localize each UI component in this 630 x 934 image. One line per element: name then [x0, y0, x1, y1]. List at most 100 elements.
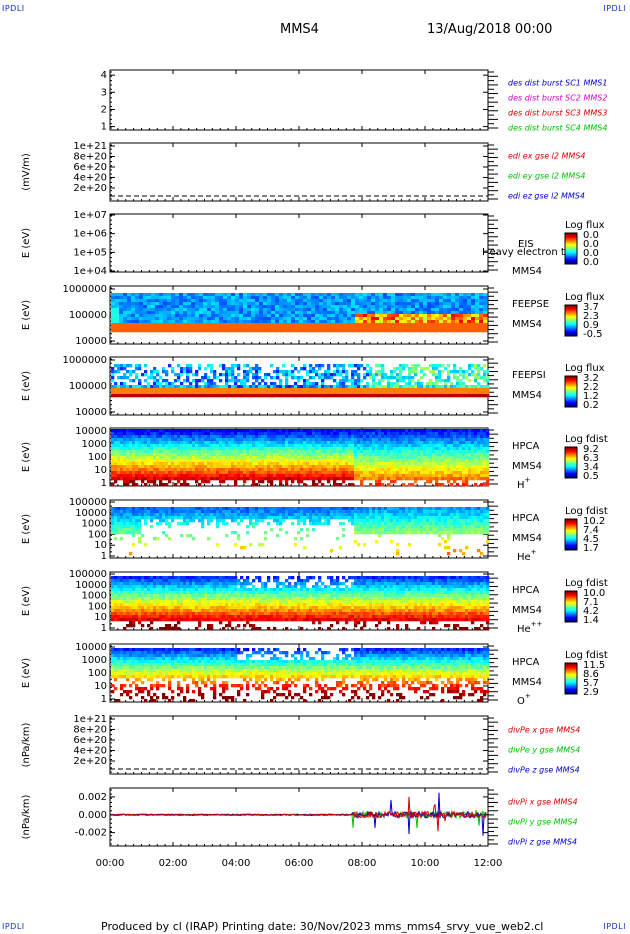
colorbar-cell [565, 248, 577, 250]
colorbar-cell [565, 672, 577, 674]
colorbar-tick: 4.2 [583, 606, 599, 617]
y-tick-label: 1000 [82, 439, 107, 450]
legend-entry: des dist burst SC1 MMS1 [508, 79, 607, 88]
colorbar-cell [565, 385, 577, 387]
colorbar-cell [565, 466, 577, 468]
colorbar-cell [565, 464, 577, 466]
colorbar-cell [565, 526, 577, 528]
colorbar-cell [565, 611, 577, 613]
colorbar-cell [565, 530, 577, 532]
spacecraft-title: MMS4 [280, 22, 319, 37]
colorbar-cell [565, 331, 577, 333]
colorbar-cell [565, 308, 577, 310]
colorbar-cell [565, 241, 577, 243]
x-tick-label: 06:00 [285, 858, 314, 869]
colorbar-cell [565, 449, 577, 451]
spectrogram-cells [111, 648, 490, 703]
colorbar-cell [565, 602, 577, 604]
colorbar-cell [565, 237, 577, 239]
colorbar-tick: 9.2 [583, 444, 599, 455]
instrument-label: MMS4 [512, 461, 542, 472]
colorbar-cell [565, 689, 577, 691]
colorbar-cell [565, 692, 577, 694]
colorbar-cell [565, 307, 577, 309]
panel-frame [109, 715, 489, 775]
species-label: O+ [517, 692, 531, 707]
instrument-label: MMS4 [512, 677, 542, 688]
colorbar-tick: 0.0 [583, 230, 599, 241]
colorbar-cell [565, 392, 577, 394]
colorbar-cell [565, 595, 577, 597]
colorbar-cell [565, 462, 577, 464]
colorbar-cell [565, 239, 577, 241]
y-tick-label: -0.002 [75, 828, 107, 839]
colorbar-cell [565, 321, 577, 323]
y-axis-label: E (eV) [21, 300, 32, 330]
colorbar-frame [564, 375, 578, 408]
panel-frame [109, 142, 489, 202]
colorbar-cell [565, 680, 577, 682]
instrument-label: HPCA [512, 657, 540, 668]
instrument-label: FEEPSI [512, 370, 546, 381]
x-tick-label: 00:00 [96, 858, 125, 869]
colorbar-cell [565, 333, 577, 335]
colorbar-cell [565, 519, 577, 521]
colorbar-title: Log fdist [565, 506, 608, 517]
colorbar-cell [565, 663, 577, 665]
species-label: He+ [517, 548, 537, 563]
colorbar-cell [565, 396, 577, 398]
y-tick-label: 100 [88, 529, 107, 540]
colorbar-cell [565, 452, 577, 454]
colorbar-cell [565, 386, 577, 388]
colorbar-cell [565, 545, 577, 547]
y-tick-label: 2e+20 [73, 183, 107, 194]
colorbar-cell [565, 542, 577, 544]
colorbar-cell [565, 604, 577, 606]
colorbar-cell [565, 313, 577, 315]
colorbar-cell [565, 534, 577, 536]
panel-frame [109, 69, 489, 131]
colorbar-cell [565, 259, 577, 261]
colorbar-cell [565, 687, 577, 689]
colorbar-title: Log flux [565, 220, 605, 231]
instrument-label: HPCA [512, 513, 540, 524]
y-tick-label: 1e+07 [73, 210, 107, 221]
colorbar-cell [565, 610, 577, 612]
colorbar-cell [565, 471, 577, 473]
y-axis-label: E (eV) [21, 514, 32, 544]
colorbar-tick: 2.9 [583, 687, 599, 698]
colorbar-cell [565, 381, 577, 383]
y-tick-label: 1 [101, 623, 107, 634]
colorbar-cell [565, 468, 577, 470]
colorbar-cell [565, 319, 577, 321]
colorbar-cell [565, 378, 577, 380]
colorbar-cell [565, 388, 577, 390]
y-tick-label: 1e+21 [73, 714, 107, 725]
colorbar-tick: 11.5 [583, 660, 605, 671]
y-tick-label: 8e+20 [73, 725, 107, 736]
y-tick-label: 10 [94, 465, 107, 476]
colorbar-cell [565, 318, 577, 320]
instrument-label: MMS4 [512, 533, 542, 544]
y-tick-label: 1e+05 [73, 247, 107, 258]
colorbar-cell [565, 240, 577, 242]
legend-entry: divPe x gse MMS4 [508, 726, 580, 735]
x-tick-label: 12:00 [474, 858, 503, 869]
colorbar-cell [565, 617, 577, 619]
colorbar-cell [565, 399, 577, 401]
colorbar-cell [565, 448, 577, 450]
colorbar-tick: 0.5 [583, 471, 599, 482]
colorbar-cell [565, 670, 577, 672]
colorbar-tick: 3.4 [583, 462, 599, 473]
spectrogram-cells [111, 429, 490, 487]
y-tick-label: 1 [101, 694, 107, 705]
colorbar-cell [565, 537, 577, 539]
colorbar-frame [564, 590, 578, 623]
colorbar-title: Log flux [565, 292, 605, 303]
colorbar-cell [565, 674, 577, 676]
y-tick-label: 10 [94, 540, 107, 551]
footer-credit: Produced by cl (IRAP) Printing date: 30/… [101, 920, 544, 933]
legend-entry: divPe z gse MMS4 [508, 766, 580, 775]
y-tick-label: 1e+04 [73, 266, 107, 277]
colorbar-cell [565, 334, 577, 336]
